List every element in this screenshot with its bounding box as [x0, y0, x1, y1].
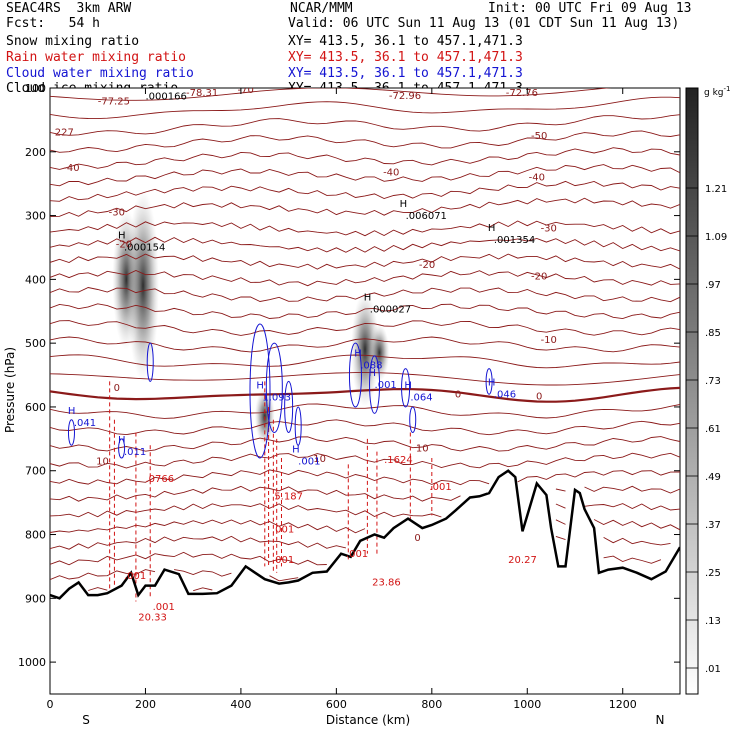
- top-value-label-0: -77.25: [98, 96, 130, 107]
- cloud-water-h-0: H: [68, 406, 76, 417]
- y-tick-label-700: 700: [25, 465, 46, 478]
- temperature-label-11: 0: [114, 383, 120, 394]
- y-tick-label-400: 400: [25, 273, 46, 286]
- rain-max-label-3: 5.187: [274, 491, 303, 502]
- cloud-water-h-7: H: [292, 444, 300, 455]
- cloud-water-label-5: .064: [410, 393, 432, 404]
- colorbar: g kg-1 .01 .13 .25 .37 .49 .61 .73 .85 .97 1.09 1.…: [686, 85, 730, 694]
- temperature-label-6: -30: [541, 224, 557, 235]
- colorbar-label-6: .73: [705, 376, 721, 387]
- rain-max-label-5: .001: [272, 555, 294, 566]
- colorbar-label-9: 1.09: [705, 232, 727, 243]
- temperature-label-5: -30: [109, 208, 125, 219]
- colorbar-label-5: .61: [705, 424, 721, 435]
- colorbar-label-8: .97: [705, 280, 721, 291]
- x-tick-label-0: 0: [47, 698, 54, 711]
- rain-max-label-11: 20.27: [508, 555, 537, 566]
- cloud-water-label-2: 1.093: [262, 393, 291, 404]
- rain-max-label-4: .001: [272, 525, 294, 536]
- top-value-label-2: -72.96: [389, 91, 421, 102]
- x-tick-label-400: 400: [230, 698, 251, 711]
- cloud-water-label-0: .041: [74, 418, 96, 429]
- x-axis-title: Distance (km): [326, 713, 410, 727]
- temperature-label-0: -70: [238, 85, 254, 96]
- x-tick-label-200: 200: [135, 698, 156, 711]
- temperature-label-10: -10: [541, 335, 557, 346]
- x-tick-label-600: 600: [326, 698, 347, 711]
- snow-max-h-4: H: [364, 293, 372, 304]
- cloud-water-h-2: H: [256, 381, 264, 392]
- temperature-label-12: 0: [455, 389, 461, 400]
- snow-max-h-3: H: [488, 223, 496, 234]
- y-tick-label-500: 500: [25, 337, 46, 350]
- temperature-label-17: 0: [414, 533, 420, 544]
- colorbar-label-0: .01: [705, 664, 721, 675]
- snow-max-label-2: .006071: [406, 211, 447, 222]
- colorbar-label-7: .85: [705, 328, 721, 339]
- rain-max-label-1: .1624: [384, 455, 413, 466]
- cloud-water-h-5: H: [404, 381, 412, 392]
- rain-max-label-2: .001: [429, 482, 451, 493]
- y-tick-label-1000: 1000: [18, 656, 46, 669]
- temperature-label-8: -20: [419, 260, 435, 271]
- x-axis-end-left: S: [82, 713, 90, 727]
- rain-max-label-9: 20.33: [138, 613, 167, 624]
- temperature-label-2: -40: [63, 163, 79, 174]
- colorbar-label-2: .25: [705, 568, 721, 579]
- colorbar-label-3: .37: [705, 520, 721, 531]
- snow-max-label-4: .000027: [370, 305, 411, 316]
- rain-max-label-8: .001: [153, 602, 175, 613]
- temperature-label-13: 0: [536, 391, 542, 402]
- rain-max-label-6: .001: [346, 549, 368, 560]
- colorbar-label-1: .13: [705, 616, 721, 627]
- temperature-label-7: -20: [531, 271, 547, 282]
- colorbar-ramp: [686, 88, 698, 694]
- colorbar-label-4: .49: [705, 472, 721, 483]
- rain-max-label-10: 23.86: [372, 578, 401, 589]
- snow-max-h-1: H: [118, 231, 126, 242]
- cloud-water-label-7: .001: [298, 456, 320, 467]
- x-axis-end-right: N: [656, 713, 665, 727]
- y-tick-label-100: 100: [25, 82, 46, 95]
- top-value-label-3: -72.76: [506, 88, 538, 99]
- temperature-label-16: 10: [416, 444, 429, 455]
- temperature-label-14: 10: [96, 456, 109, 467]
- cloud-water-label-4: .001: [375, 380, 397, 391]
- temperature-label-4: -40: [383, 167, 399, 178]
- snow-max-h-2: H: [400, 199, 408, 210]
- cloud-water-h-3: H: [354, 349, 362, 360]
- temperature-label-1: -50: [531, 131, 547, 142]
- x-tick-label-1000: 1000: [513, 698, 541, 711]
- snow-max-label-0: .000166: [145, 91, 186, 102]
- x-tick-label-1200: 1200: [609, 698, 637, 711]
- cloud-water-label-6: .046: [494, 389, 516, 400]
- rain-max-label-7: .001: [124, 571, 146, 582]
- cloud-water-label-1: .011: [124, 447, 146, 458]
- y-tick-label-300: 300: [25, 210, 46, 223]
- y-tick-label-600: 600: [25, 401, 46, 414]
- cloud-water-h-1: H: [118, 435, 126, 446]
- top-value-label-1: -78.31: [186, 88, 218, 99]
- snow-max-label-1: .000154: [124, 243, 165, 254]
- x-tick-label-800: 800: [421, 698, 442, 711]
- temperature-label-3: -40: [529, 172, 545, 183]
- snow-plume-1: [127, 190, 159, 381]
- cloud-water-h-4: H: [369, 368, 377, 379]
- cloud-water-h-6: H: [488, 377, 496, 388]
- colorbar-unit: g kg-1: [704, 85, 730, 98]
- y-axis-title: Pressure (hPa): [3, 347, 17, 433]
- y-tick-label-800: 800: [25, 529, 46, 542]
- snow-max-label-3: .001354: [494, 235, 535, 246]
- rain-max-label-0: .0766: [145, 474, 174, 485]
- y-tick-label-900: 900: [25, 592, 46, 605]
- colorbar-label-10: 1.21: [705, 184, 727, 195]
- top-value-label-4: 227: [55, 128, 74, 139]
- y-tick-label-200: 200: [25, 146, 46, 159]
